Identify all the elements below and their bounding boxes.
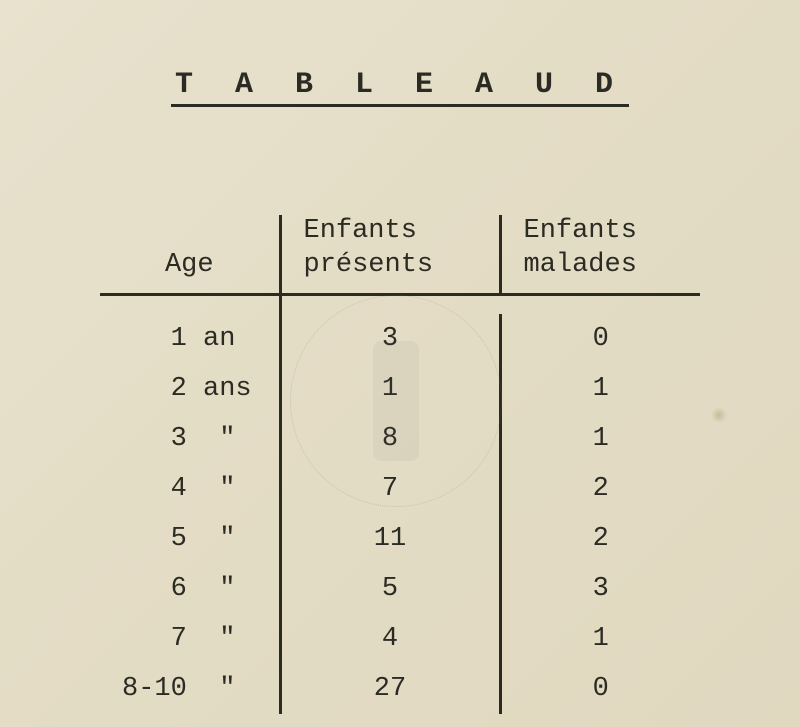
table-header-row: Age Enfantsprésents Enfantsmalades bbox=[100, 215, 700, 294]
cell-presents: 5 bbox=[280, 564, 500, 614]
table-body: 1 an 3 0 2 ans 1 1 3 " 8 1 4 " 7 bbox=[100, 294, 700, 714]
cell-age: 5 " bbox=[100, 514, 280, 564]
table-row: 5 " 11 2 bbox=[100, 514, 700, 564]
cell-age: 4 " bbox=[100, 464, 280, 514]
table-row: 4 " 7 2 bbox=[100, 464, 700, 514]
cell-age: 3 " bbox=[100, 414, 280, 464]
table-row: 6 " 5 3 bbox=[100, 564, 700, 614]
col-header-age: Age bbox=[100, 215, 280, 294]
paper-speck bbox=[710, 408, 728, 422]
cell-presents: 3 bbox=[280, 314, 500, 364]
cell-age: 1 an bbox=[100, 314, 280, 364]
cell-age: 2 ans bbox=[100, 364, 280, 414]
table-row: 2 ans 1 1 bbox=[100, 364, 700, 414]
header-rule bbox=[100, 294, 700, 314]
cell-age: 7 " bbox=[100, 614, 280, 664]
cell-presents: 7 bbox=[280, 464, 500, 514]
cell-malades: 0 bbox=[500, 314, 700, 364]
col-header-presents: Enfantsprésents bbox=[280, 215, 500, 294]
table-row: 1 an 3 0 bbox=[100, 314, 700, 364]
cell-presents: 8 bbox=[280, 414, 500, 464]
cell-malades: 2 bbox=[500, 514, 700, 564]
cell-malades: 1 bbox=[500, 364, 700, 414]
cell-presents: 1 bbox=[280, 364, 500, 414]
cell-malades: 1 bbox=[500, 414, 700, 464]
page: T A B L E A U D Age Enfantsprésents Enfa… bbox=[0, 0, 800, 727]
cell-malades: 2 bbox=[500, 464, 700, 514]
table-row: 3 " 8 1 bbox=[100, 414, 700, 464]
cell-age: 8-10 " bbox=[100, 664, 280, 714]
cell-presents: 27 bbox=[280, 664, 500, 714]
cell-malades: 1 bbox=[500, 614, 700, 664]
cell-malades: 3 bbox=[500, 564, 700, 614]
data-table: Age Enfantsprésents Enfantsmalades 1 an … bbox=[100, 215, 700, 714]
table-title-wrap: T A B L E A U D bbox=[0, 68, 800, 102]
table-title: T A B L E A U D bbox=[171, 68, 629, 107]
cell-malades: 0 bbox=[500, 664, 700, 714]
cell-presents: 4 bbox=[280, 614, 500, 664]
cell-presents: 11 bbox=[280, 514, 500, 564]
table-wrap: Age Enfantsprésents Enfantsmalades 1 an … bbox=[100, 215, 700, 714]
table-row: 8-10 " 27 0 bbox=[100, 664, 700, 714]
table-row: 7 " 4 1 bbox=[100, 614, 700, 664]
cell-age: 6 " bbox=[100, 564, 280, 614]
col-header-malades: Enfantsmalades bbox=[500, 215, 700, 294]
